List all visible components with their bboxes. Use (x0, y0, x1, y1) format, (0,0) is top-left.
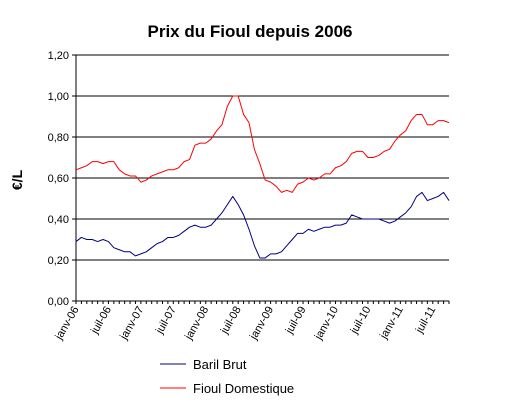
y-axis: 0,00 0,20 0,40 0,60 0,80 1,00 1,20 (48, 50, 449, 308)
x-tick-label: janv-06 (53, 305, 82, 343)
x-tick-label: juil-08 (218, 305, 244, 337)
y-axis-label: €/L (9, 169, 25, 190)
x-tick-label: janv-07 (118, 305, 147, 343)
y-tick-label: 0,20 (48, 255, 69, 267)
series-line-baril-brut (75, 191, 450, 259)
legend: Baril Brut Fioul Domestique (160, 357, 294, 396)
x-tick-label: janv-11 (377, 305, 406, 342)
x-tick-label: juil-09 (283, 305, 309, 337)
legend-label: Baril Brut (193, 357, 247, 372)
y-tick-label: 0,60 (48, 173, 69, 185)
x-tick-label: juil-06 (88, 305, 114, 337)
y-tick-label: 1,00 (48, 91, 69, 103)
x-tick-label: juil-11 (413, 305, 438, 337)
x-axis: janv-06 juil-06 janv-07 juil-07 janv-08 juil-… (53, 301, 450, 343)
x-tick-label: juil-07 (153, 305, 179, 337)
x-tick-label: juil-10 (348, 305, 374, 337)
y-tick-label: 0,80 (48, 132, 69, 144)
x-tick-label: janv-09 (247, 305, 276, 343)
chart-title: Prix du Fioul depuis 2006 (148, 22, 353, 41)
series-layer (75, 95, 450, 259)
y-tick-label: 1,20 (48, 50, 69, 62)
series-line-fioul-domestique (75, 95, 450, 193)
y-tick-label: 0,00 (48, 296, 69, 308)
legend-label: Fioul Domestique (193, 381, 294, 396)
y-tick-label: 0,40 (48, 214, 69, 226)
x-tick-label: janv-10 (312, 305, 341, 343)
x-tick-label: janv-08 (182, 305, 211, 343)
